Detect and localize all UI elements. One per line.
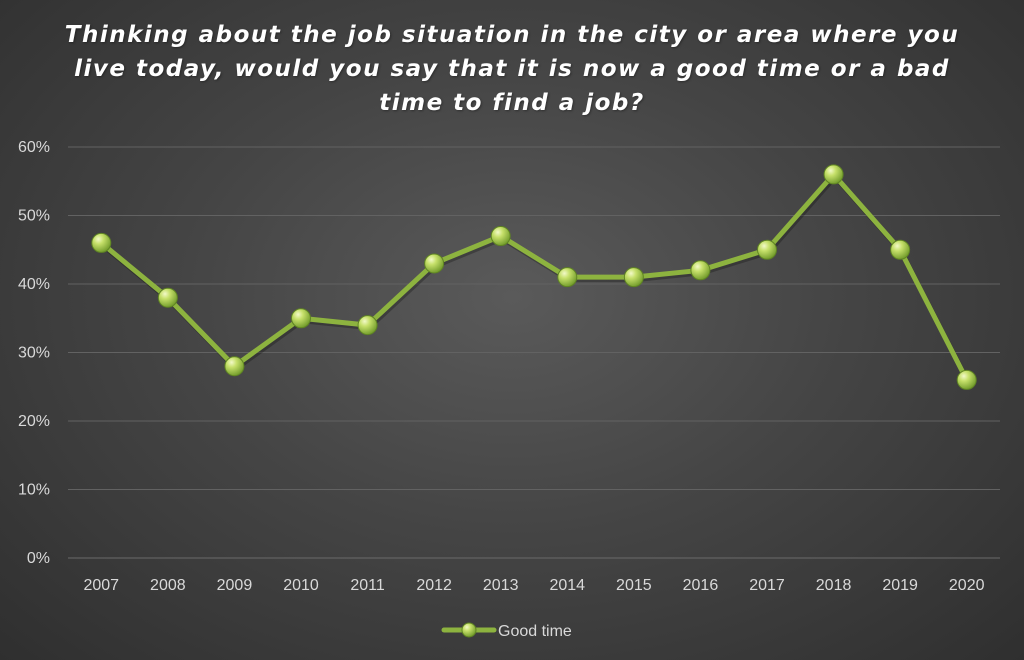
data-point bbox=[623, 267, 644, 288]
x-tick-label: 2017 bbox=[749, 577, 785, 594]
x-tick-label: 2014 bbox=[549, 577, 585, 594]
x-tick-label: 2011 bbox=[350, 577, 385, 594]
x-tick-label: 2008 bbox=[150, 577, 186, 594]
data-point bbox=[357, 315, 378, 336]
data-point bbox=[490, 226, 511, 247]
y-tick-label: 60% bbox=[18, 139, 50, 156]
gridlines bbox=[68, 146, 1000, 559]
data-point bbox=[690, 260, 711, 281]
y-tick-label: 40% bbox=[18, 276, 50, 293]
data-point bbox=[291, 308, 311, 329]
data-point bbox=[224, 356, 245, 377]
data-point bbox=[557, 267, 578, 288]
y-axis: 0% 10% 20% 30% 40% 50% 60% bbox=[18, 139, 50, 567]
x-tick-label: 2015 bbox=[616, 577, 652, 594]
y-tick-label: 10% bbox=[18, 482, 50, 499]
data-point bbox=[890, 239, 911, 260]
legend-label: Good time bbox=[498, 623, 572, 640]
series-line-shadow bbox=[101, 174, 971, 384]
data-point bbox=[91, 232, 112, 253]
x-tick-label: 2020 bbox=[949, 577, 985, 594]
data-point bbox=[956, 369, 977, 390]
chart-title: Thinking about the job situation in the … bbox=[64, 22, 960, 116]
legend-marker bbox=[461, 622, 477, 638]
x-tick-label: 2018 bbox=[816, 577, 852, 594]
series-good-time bbox=[91, 164, 977, 390]
y-tick-label: 20% bbox=[18, 413, 50, 430]
x-tick-label: 2013 bbox=[483, 577, 519, 594]
series-line bbox=[98, 171, 970, 383]
x-tick-label: 2019 bbox=[882, 577, 918, 594]
data-point bbox=[424, 253, 445, 274]
x-tick-label: 2016 bbox=[683, 577, 719, 594]
legend: Good time bbox=[441, 622, 572, 640]
x-tick-label: 2012 bbox=[416, 577, 452, 594]
data-point bbox=[757, 239, 777, 260]
y-tick-label: 50% bbox=[18, 208, 50, 225]
x-tick-label: 2010 bbox=[283, 577, 319, 594]
y-tick-label: 0% bbox=[27, 550, 50, 567]
x-axis: 2007 2008 2009 2010 2011 2012 2013 2014 2015 2016… bbox=[83, 577, 984, 594]
x-tick-label: 2007 bbox=[83, 577, 119, 594]
y-tick-label: 30% bbox=[18, 345, 50, 362]
data-point bbox=[157, 287, 178, 308]
x-tick-label: 2009 bbox=[217, 577, 253, 594]
data-point bbox=[823, 164, 844, 185]
